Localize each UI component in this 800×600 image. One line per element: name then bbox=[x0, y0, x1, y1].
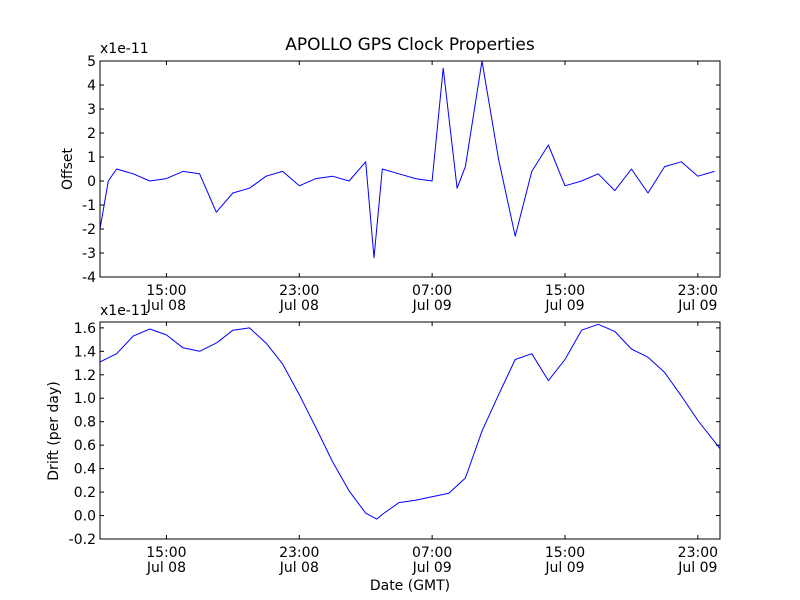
x-tick-time-label: 15:00 bbox=[545, 545, 585, 561]
x-tick-time-label: 07:00 bbox=[412, 545, 452, 561]
y-tick-label: -0.2 bbox=[69, 532, 96, 548]
y-tick-label: 3 bbox=[87, 102, 96, 118]
x-tick-time-label: 07:00 bbox=[412, 283, 452, 299]
drift-axis-label: Drift (per day) bbox=[46, 381, 62, 480]
x-tick-date-label: Jul 09 bbox=[544, 298, 584, 314]
y-tick-label: -4 bbox=[82, 270, 96, 286]
x-tick-time-label: 23:00 bbox=[678, 545, 718, 561]
series-line-0 bbox=[100, 323, 720, 520]
y-tick-label: 1.6 bbox=[74, 321, 96, 337]
y-tick-label: 0.4 bbox=[74, 462, 96, 478]
axes-frame bbox=[99, 321, 721, 540]
x-tick-date-label: Jul 09 bbox=[412, 298, 452, 314]
x-tick-date-label: Jul 09 bbox=[412, 560, 452, 576]
x-axis-label: Date (GMT) bbox=[370, 578, 450, 594]
x-tick-time-label: 15:00 bbox=[146, 283, 186, 299]
y-tick-label: -2 bbox=[82, 222, 96, 238]
y-tick-label: 0.6 bbox=[74, 438, 96, 454]
x-tick-time-label: 23:00 bbox=[279, 545, 319, 561]
y-tick-label: 2 bbox=[87, 126, 96, 142]
y-tick-label: 0.2 bbox=[74, 485, 96, 501]
y-tick-label: -3 bbox=[82, 246, 96, 262]
series-line-0 bbox=[100, 61, 715, 259]
offset-axis-multiplier: x1e-11 bbox=[100, 41, 149, 57]
chart-title: APOLLO GPS Clock Properties bbox=[285, 35, 535, 55]
y-tick-label: 5 bbox=[87, 54, 96, 70]
x-tick-date-label: Jul 08 bbox=[279, 560, 319, 576]
y-tick-label: 0.0 bbox=[74, 509, 96, 525]
x-tick-date-label: Jul 08 bbox=[146, 560, 186, 576]
x-tick-time-label: 15:00 bbox=[545, 283, 585, 299]
x-tick-date-label: Jul 09 bbox=[677, 560, 717, 576]
offset-axis-label: Offset bbox=[60, 147, 76, 190]
x-tick-time-label: 23:00 bbox=[279, 283, 319, 299]
x-tick-date-label: Jul 08 bbox=[279, 298, 319, 314]
y-tick-label: 1.4 bbox=[74, 344, 96, 360]
y-tick-label: 1.2 bbox=[74, 368, 96, 384]
x-tick-date-label: Jul 09 bbox=[544, 560, 584, 576]
drift-axis-multiplier: x1e-11 bbox=[100, 303, 149, 319]
y-tick-label: 1 bbox=[87, 150, 96, 166]
y-tick-label: 1.0 bbox=[74, 391, 96, 407]
x-tick-time-label: 23:00 bbox=[678, 283, 718, 299]
y-tick-label: 0.8 bbox=[74, 415, 96, 431]
axes-frame bbox=[99, 60, 721, 278]
x-tick-date-label: Jul 08 bbox=[146, 298, 186, 314]
y-tick-label: 0 bbox=[87, 174, 96, 190]
x-tick-time-label: 15:00 bbox=[146, 545, 186, 561]
drift-panel: x1e-11 Drift (per day) Date (GMT) -0.2 0.… bbox=[46, 303, 721, 594]
x-tick-date-label: Jul 09 bbox=[677, 298, 717, 314]
y-tick-label: -1 bbox=[82, 198, 96, 214]
y-tick-label: 4 bbox=[87, 78, 96, 94]
